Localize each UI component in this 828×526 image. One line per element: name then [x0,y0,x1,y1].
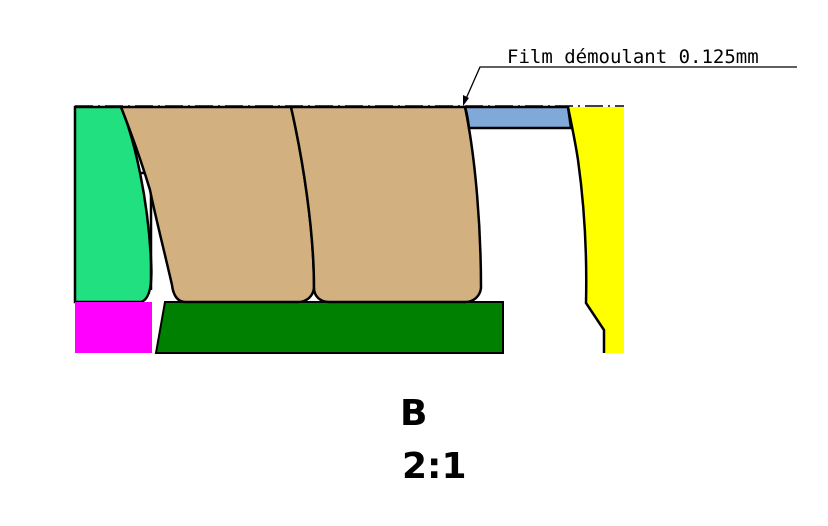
view-scale: 2:1 [402,446,467,487]
yellow-part [568,107,624,353]
view-letter: B [400,393,427,434]
green-dark-part [154,301,504,354]
leader-line [464,66,797,102]
leader-arrowhead [463,95,469,106]
tan-part-right [289,105,483,304]
callout-label: Film démoulant 0.125mm [507,46,759,68]
blue-part [463,105,573,130]
yellow-part-edge [566,106,606,353]
magenta-part [75,302,152,353]
